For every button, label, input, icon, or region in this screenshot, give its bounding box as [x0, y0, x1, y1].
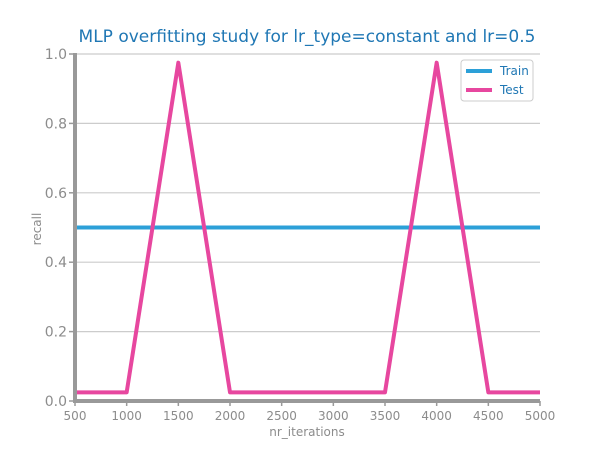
legend-label-train: Train [499, 64, 529, 78]
x-tick-label-0: 500 [64, 409, 87, 423]
x-tick-label-2: 1500 [163, 409, 194, 423]
y-tick-label-1: 0.2 [45, 325, 67, 341]
x-tick-label-4: 2500 [266, 409, 297, 423]
x-tick-label-9: 5000 [525, 409, 556, 423]
y-axis-ticks: 0.0 0.2 0.4 0.6 0.8 1.0 [45, 47, 75, 410]
x-axis-label: nr_iterations [269, 425, 345, 439]
y-axis-label: recall [30, 213, 44, 246]
series-lines [75, 60, 540, 395]
y-tick-label-3: 0.6 [45, 186, 67, 202]
series-line-test [75, 60, 540, 395]
y-tick-label-4: 0.8 [45, 116, 67, 132]
legend-label-test: Test [499, 83, 524, 97]
chart-title: MLP overfitting study for lr_type=consta… [79, 27, 536, 47]
x-tick-label-6: 3500 [370, 409, 401, 423]
x-tick-label-5: 3000 [318, 409, 349, 423]
x-tick-label-1: 1000 [111, 409, 142, 423]
legend: Train Test [460, 59, 534, 102]
y-tick-label-5: 1.0 [45, 47, 67, 63]
y-tick-label-0: 0.0 [45, 394, 67, 410]
y-tick-label-2: 0.4 [45, 255, 67, 271]
x-tick-label-3: 2000 [215, 409, 246, 423]
x-axis-ticks: 500 1000 1500 2000 2500 3000 3500 4000 4500 5000 [64, 401, 556, 423]
x-tick-label-7: 4000 [421, 409, 452, 423]
x-tick-label-8: 4500 [473, 409, 504, 423]
